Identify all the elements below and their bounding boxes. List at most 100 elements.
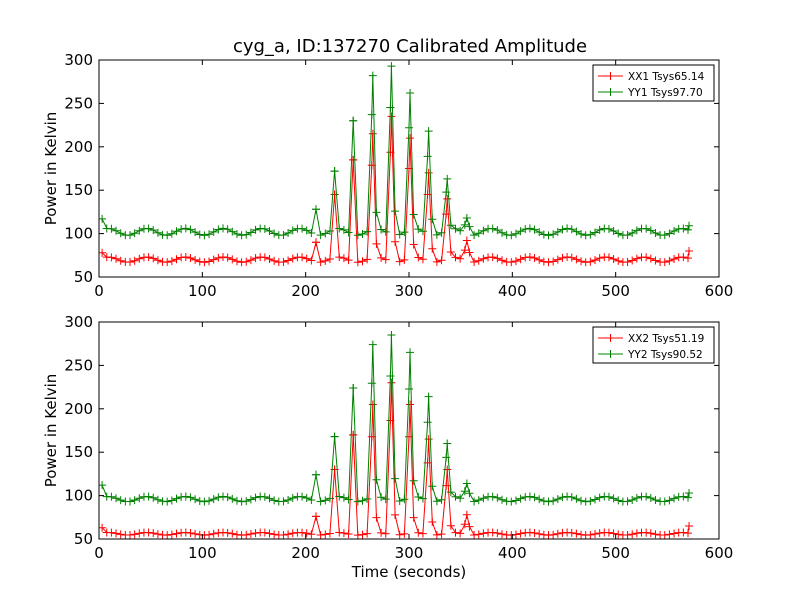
data-point	[507, 258, 516, 267]
data-point	[191, 255, 200, 264]
data-point	[116, 229, 125, 238]
data-point	[460, 246, 469, 255]
data-point	[126, 531, 134, 539]
data-point	[223, 528, 232, 537]
data-point	[344, 256, 353, 265]
data-point	[609, 254, 618, 263]
data-point	[302, 529, 311, 538]
legend-label: XX1 Tsys65.14	[628, 71, 705, 83]
data-point	[684, 225, 692, 234]
data-point	[387, 331, 396, 340]
data-point	[405, 385, 413, 394]
data-point	[572, 227, 581, 236]
data-point	[488, 528, 497, 537]
data-point	[205, 530, 214, 539]
y-tick-label: 200	[64, 138, 93, 156]
data-point	[172, 529, 181, 538]
data-point	[251, 225, 260, 234]
data-point	[372, 239, 381, 248]
data-point	[298, 253, 307, 262]
data-point	[387, 378, 396, 387]
data-point	[516, 255, 525, 264]
data-point	[535, 255, 544, 264]
data-point	[423, 152, 432, 161]
data-point	[307, 229, 316, 238]
data-point	[353, 497, 362, 506]
data-point	[684, 254, 692, 263]
data-point	[628, 229, 637, 238]
data-point	[107, 224, 116, 233]
data-point	[172, 494, 181, 503]
data-point	[591, 228, 599, 237]
data-point	[265, 226, 274, 235]
data-point	[368, 400, 377, 409]
data-point	[307, 256, 316, 265]
data-point	[260, 253, 269, 262]
data-point	[163, 531, 172, 539]
data-point	[368, 71, 377, 80]
data-point	[660, 231, 669, 240]
data-point	[242, 497, 251, 506]
data-point	[614, 496, 623, 505]
data-point	[651, 229, 660, 238]
data-point	[456, 226, 465, 235]
data-point	[107, 528, 116, 537]
data-point	[112, 226, 121, 235]
data-point	[660, 258, 669, 267]
data-point	[539, 497, 548, 506]
x-axis-label: Time (seconds)	[351, 563, 467, 581]
data-point	[228, 529, 237, 538]
data-point	[242, 230, 251, 239]
data-point	[172, 227, 181, 236]
data-point	[149, 493, 158, 502]
data-point	[595, 254, 604, 263]
data-point	[405, 164, 413, 173]
data-point	[205, 257, 214, 266]
data-point	[149, 254, 158, 263]
data-point	[516, 494, 525, 503]
data-point	[409, 476, 418, 485]
data-point	[563, 224, 572, 233]
data-point	[321, 530, 330, 539]
data-point	[432, 257, 441, 266]
data-point	[418, 529, 427, 538]
data-point	[470, 258, 479, 267]
data-point	[414, 225, 423, 234]
data-point	[685, 521, 694, 530]
data-point	[288, 254, 297, 263]
data-point	[581, 231, 590, 240]
data-point	[424, 168, 433, 177]
data-point	[167, 496, 176, 505]
data-point	[214, 225, 223, 234]
data-point	[209, 529, 218, 538]
data-point	[577, 257, 586, 266]
data-point	[549, 230, 558, 239]
data-point	[246, 495, 255, 504]
data-point	[358, 530, 367, 539]
data-point	[511, 496, 520, 505]
data-point	[209, 495, 218, 504]
data-point	[456, 529, 465, 538]
data-point	[470, 497, 479, 506]
data-point	[462, 236, 471, 245]
data-point	[228, 494, 237, 503]
data-point	[632, 226, 641, 235]
data-point	[214, 493, 223, 502]
data-point	[516, 227, 525, 236]
data-point	[428, 244, 437, 253]
data-point	[665, 530, 674, 539]
data-point	[443, 439, 452, 448]
data-point	[335, 253, 344, 262]
data-point	[424, 392, 433, 401]
data-point	[595, 225, 604, 234]
data-point	[242, 257, 251, 266]
data-point	[214, 253, 223, 262]
data-point	[609, 529, 618, 538]
data-point	[479, 529, 488, 538]
data-point	[465, 248, 474, 257]
data-point	[325, 226, 334, 235]
data-point	[405, 123, 413, 132]
data-point	[335, 528, 344, 537]
data-point	[153, 228, 162, 237]
data-point	[302, 254, 311, 263]
